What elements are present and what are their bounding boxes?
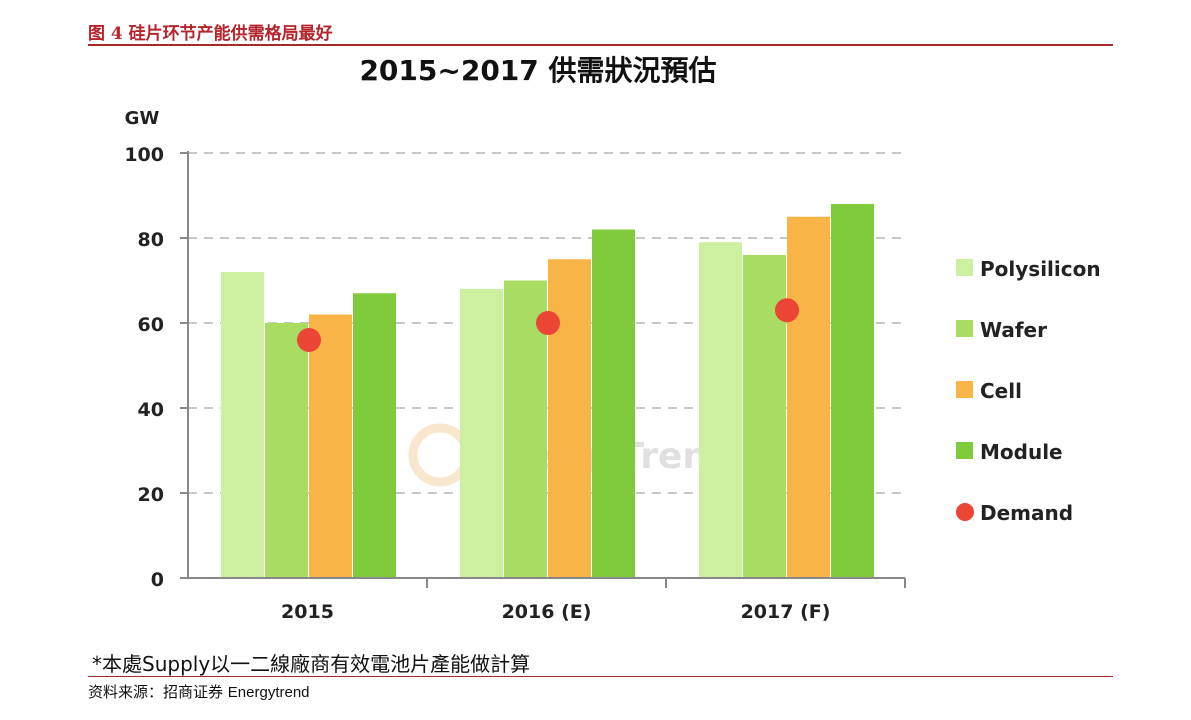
x-tick-label: 2015	[281, 601, 334, 623]
bar-cell	[787, 216, 830, 578]
legend-swatch-wafer	[956, 320, 973, 337]
x-axis-ticks: 2015 2016 (E) 2017 (F)	[281, 578, 906, 623]
demand-points	[297, 298, 799, 352]
y-tick-label: 40	[138, 399, 164, 421]
source-name: Energytrend	[227, 684, 310, 701]
legend-label-module: Module	[980, 440, 1063, 464]
bar-cell	[309, 314, 352, 578]
footnote: *本處Supply以一二線廠商有效電池片產能做計算	[92, 652, 531, 676]
y-tick-label: 60	[138, 314, 164, 336]
y-axis-label: GW	[125, 108, 160, 129]
axes	[187, 151, 905, 579]
legend-swatch-demand	[956, 503, 974, 521]
source-line: 资料来源：招商证券 Energytrend	[88, 681, 310, 702]
bar-wafer	[265, 323, 308, 578]
y-tick-label: 0	[151, 569, 164, 591]
watermark-logo-icon	[408, 423, 472, 487]
figure-title: 硅片环节产能供需格局最好	[128, 24, 333, 44]
y-tick-label: 100	[124, 144, 164, 166]
legend-swatch-polysilicon	[956, 259, 973, 276]
demand-point	[536, 311, 560, 335]
y-axis-ticks: 0 20 40 60 80 100	[124, 144, 188, 591]
bar-module	[592, 229, 635, 578]
y-tick-label: 80	[138, 229, 164, 251]
footer-rule	[88, 676, 1113, 677]
legend-label-polysilicon: Polysilicon	[980, 257, 1101, 281]
legend-label-demand: Demand	[980, 501, 1073, 525]
chart-title: 2015~2017 供需狀況預估	[359, 54, 716, 87]
source-prefix: 资料来源：招商证券	[88, 683, 224, 701]
legend-label-cell: Cell	[980, 379, 1022, 403]
bar-module	[353, 293, 396, 578]
x-tick-label: 2017 (F)	[741, 601, 831, 623]
bar-polysilicon	[460, 289, 503, 578]
demand-point	[775, 298, 799, 323]
legend-label-wafer: Wafer	[980, 318, 1047, 342]
header-rule	[88, 44, 1113, 46]
y-tick-label: 20	[138, 484, 164, 506]
x-tick-label: 2016 (E)	[502, 601, 592, 623]
legend-swatch-cell	[956, 381, 973, 398]
demand-point	[297, 328, 321, 352]
legend-swatch-module	[956, 442, 973, 459]
figure-label: 图 4	[88, 24, 123, 44]
bars	[221, 204, 874, 578]
bar-module	[831, 204, 874, 578]
bar-polysilicon	[699, 242, 742, 578]
chart: EnergyTrend 2015~2017 供需狀況預估 GW 02040608…	[124, 54, 1101, 623]
legend: Polysilicon Wafer Cell Module Demand	[956, 257, 1101, 525]
figure-header: 图 4 硅片环节产能供需格局最好	[88, 19, 333, 44]
bar-polysilicon	[221, 272, 264, 578]
bar-cell	[548, 259, 591, 578]
